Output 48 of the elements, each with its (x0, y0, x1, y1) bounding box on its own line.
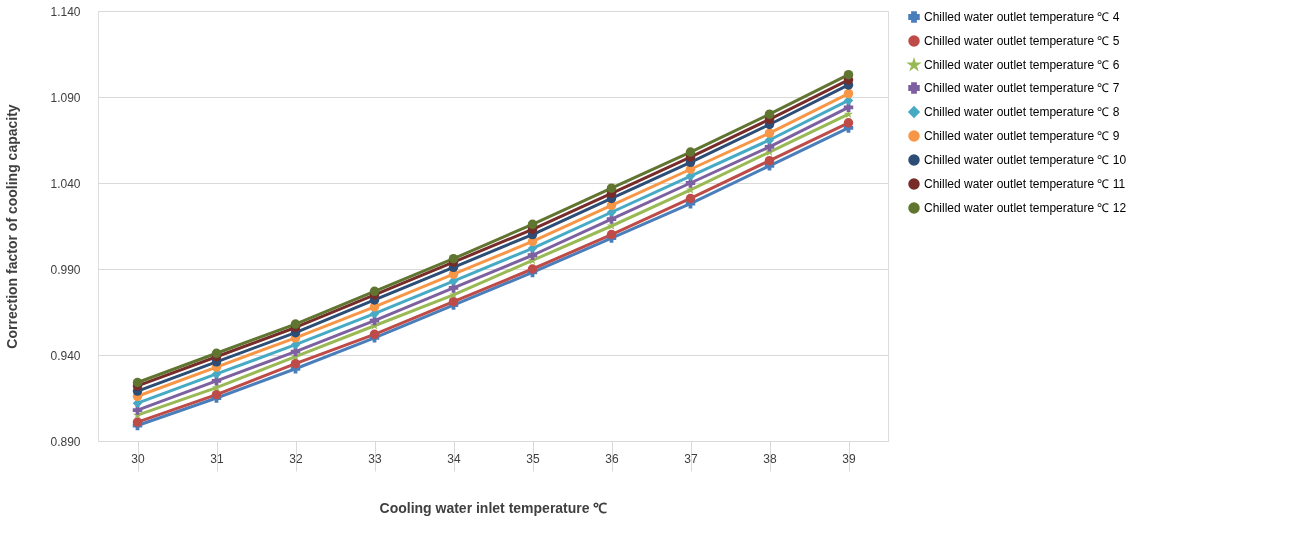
point (448, 253, 459, 264)
y-axis-title: Correction factor of cooling capacity (4, 104, 21, 349)
point (764, 155, 775, 166)
point (369, 286, 380, 297)
legend-label: Chilled water outlet temperature ℃ 5 (924, 34, 1120, 48)
x-tick-label: 35 (526, 451, 540, 466)
point (685, 147, 696, 157)
legend-label: Chilled water outlet temperature ℃ 6 (924, 58, 1120, 72)
point (685, 193, 696, 204)
point (132, 377, 143, 388)
x-tick-label: 30 (131, 451, 145, 466)
y-tick-label: 0.890 (50, 434, 81, 449)
legend-label: Chilled water outlet temperature ℃ 9 (924, 129, 1120, 143)
x-tick-label: 33 (368, 451, 382, 466)
point (527, 264, 538, 274)
point (606, 229, 617, 240)
legend-label: Chilled water outlet temperature ℃ 11 (924, 177, 1126, 191)
point (448, 296, 459, 307)
y-tick-label: 0.940 (50, 348, 81, 363)
point (132, 417, 143, 427)
x-tick-label: 32 (289, 451, 303, 466)
point (290, 358, 301, 369)
x-tick-label: 39 (842, 451, 856, 466)
legend-label: Chilled water outlet temperature ℃ 7 (924, 81, 1120, 95)
point (843, 69, 854, 80)
x-tick-label: 34 (447, 451, 461, 466)
point (290, 319, 301, 329)
x-tick-label: 38 (763, 451, 777, 466)
point (843, 88, 854, 99)
legend-label: Chilled water outlet temperature ℃ 4 (924, 10, 1120, 24)
point (211, 389, 222, 400)
point (527, 219, 538, 230)
legend-label: Chilled water outlet temperature ℃ 8 (924, 105, 1120, 119)
y-tick-label: 1.040 (50, 176, 81, 191)
legend-label: Chilled water outlet temperature ℃ 12 (924, 201, 1127, 215)
x-tick-label: 31 (210, 451, 224, 466)
point (606, 183, 617, 193)
y-tick-label: 1.140 (50, 4, 81, 19)
point (764, 128, 775, 138)
point (764, 109, 775, 119)
x-axis-title: Cooling water inlet temperature ℃ (379, 500, 608, 516)
point (369, 329, 380, 340)
x-tick-label: 37 (684, 451, 698, 466)
legend-label: Chilled water outlet temperature ℃ 10 (924, 153, 1127, 167)
y-tick-label: 1.090 (50, 90, 81, 105)
point (843, 118, 854, 128)
x-tick-label: 36 (605, 451, 619, 466)
y-tick-label: 0.990 (50, 262, 81, 277)
